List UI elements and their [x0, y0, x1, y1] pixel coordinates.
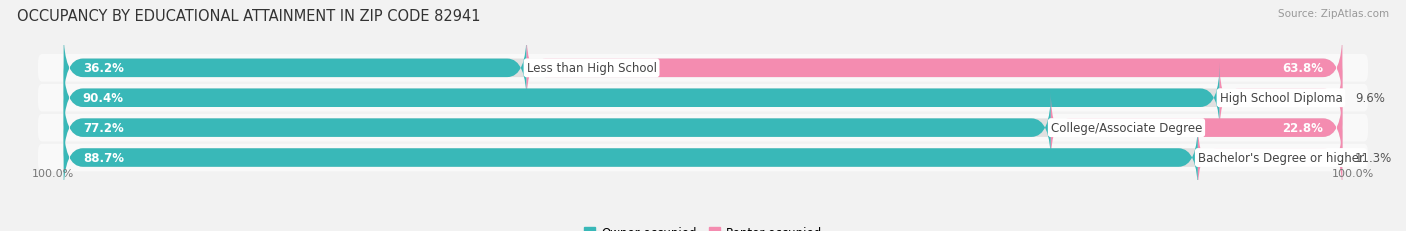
Text: 100.0%: 100.0% — [1331, 168, 1374, 178]
FancyBboxPatch shape — [63, 93, 1050, 164]
Text: 22.8%: 22.8% — [1282, 122, 1323, 134]
Text: 100.0%: 100.0% — [32, 168, 75, 178]
Text: OCCUPANCY BY EDUCATIONAL ATTAINMENT IN ZIP CODE 82941: OCCUPANCY BY EDUCATIONAL ATTAINMENT IN Z… — [17, 9, 481, 24]
FancyBboxPatch shape — [38, 55, 1368, 82]
FancyBboxPatch shape — [63, 33, 526, 104]
Text: 88.7%: 88.7% — [83, 151, 124, 164]
Text: 63.8%: 63.8% — [1282, 62, 1323, 75]
Text: 11.3%: 11.3% — [1355, 151, 1392, 164]
Text: Source: ZipAtlas.com: Source: ZipAtlas.com — [1278, 9, 1389, 19]
Text: 9.6%: 9.6% — [1355, 92, 1385, 105]
FancyBboxPatch shape — [63, 93, 1343, 164]
Text: Bachelor's Degree or higher: Bachelor's Degree or higher — [1198, 151, 1364, 164]
Text: Less than High School: Less than High School — [526, 62, 657, 75]
FancyBboxPatch shape — [1050, 93, 1343, 164]
FancyBboxPatch shape — [1219, 63, 1343, 134]
FancyBboxPatch shape — [526, 33, 1343, 104]
FancyBboxPatch shape — [38, 85, 1368, 112]
FancyBboxPatch shape — [1198, 122, 1343, 193]
FancyBboxPatch shape — [38, 114, 1368, 142]
FancyBboxPatch shape — [63, 122, 1198, 193]
FancyBboxPatch shape — [38, 144, 1368, 172]
FancyBboxPatch shape — [63, 63, 1219, 134]
Text: 77.2%: 77.2% — [83, 122, 124, 134]
Text: College/Associate Degree: College/Associate Degree — [1050, 122, 1202, 134]
Text: 90.4%: 90.4% — [83, 92, 124, 105]
FancyBboxPatch shape — [63, 33, 1343, 104]
Text: High School Diploma: High School Diploma — [1219, 92, 1343, 105]
FancyBboxPatch shape — [63, 122, 1343, 193]
FancyBboxPatch shape — [63, 63, 1343, 134]
Text: 36.2%: 36.2% — [83, 62, 124, 75]
Legend: Owner-occupied, Renter-occupied: Owner-occupied, Renter-occupied — [579, 222, 827, 231]
